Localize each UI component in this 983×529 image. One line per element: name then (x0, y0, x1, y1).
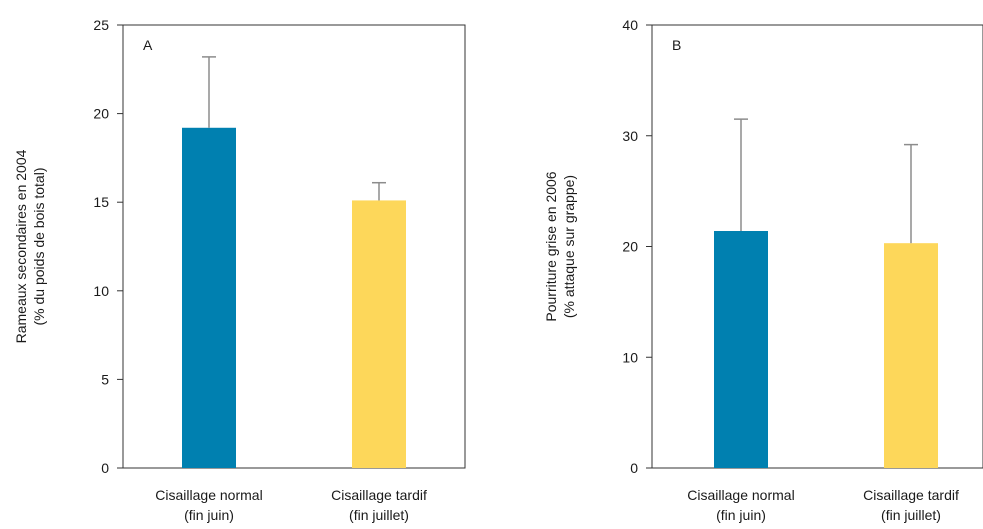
panel-b-category-label: Cisaillage normal (687, 487, 794, 503)
panel-b-y-tick-label: 10 (622, 349, 638, 365)
panel-b-category-label: Cisaillage tardif (863, 487, 959, 503)
panel-b-y-axis-title-line: Pourriture grise en 2006 (543, 171, 559, 321)
panel-b-bar (714, 230, 768, 468)
panel-a-bar (352, 200, 406, 469)
panel-b-bar (884, 243, 938, 468)
panel-a-y-tick-label: 5 (101, 371, 109, 387)
panel-b-label: B (672, 37, 681, 53)
panel-b-y-axis-title-line: (% attaque sur grappe) (561, 175, 577, 318)
panel-a-y-axis-title-line: Rameaux secondaires en 2004 (13, 149, 29, 343)
panel-a-category-label: Cisaillage normal (155, 487, 262, 503)
panel-a-bar (182, 127, 236, 468)
panel-a-y-tick-label: 25 (93, 17, 109, 33)
panel-b-category-sublabel: (fin juin) (716, 507, 766, 523)
panel-b-y-tick-label: 40 (622, 17, 638, 33)
panel-a-category-label: Cisaillage tardif (331, 487, 427, 503)
panel-b-y-tick-label: 20 (622, 239, 638, 255)
panel-b-y-tick-label: 30 (622, 128, 638, 144)
panel-a-y-tick-label: 0 (101, 460, 109, 476)
panel-a-category-sublabel: (fin juin) (184, 507, 234, 523)
panel-a-plot-frame (122, 24, 466, 469)
panel-a-y-tick-label: 15 (93, 194, 109, 210)
panel-a-y-tick-label: 20 (93, 106, 109, 122)
panel-b-category-sublabel: (fin juillet) (881, 507, 941, 523)
panel-b-y-tick-label: 0 (630, 460, 638, 476)
panel-a-category-sublabel: (fin juillet) (349, 507, 409, 523)
panel-a-y-axis-title-line: (% du poids de bois total) (31, 168, 47, 326)
panel-a-y-tick-label: 10 (93, 283, 109, 299)
panel-a-label: A (143, 37, 153, 53)
